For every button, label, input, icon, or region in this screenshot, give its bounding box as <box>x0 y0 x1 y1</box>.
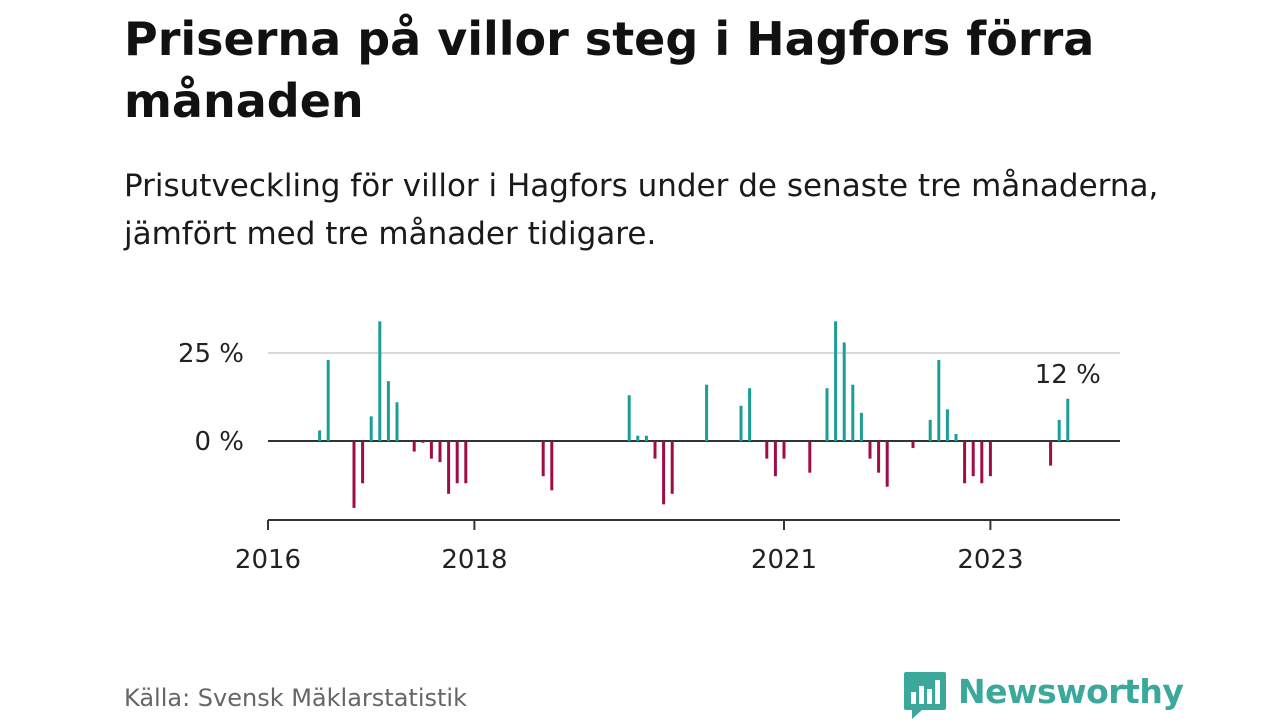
bar <box>851 384 855 441</box>
bar <box>438 441 442 463</box>
newsworthy-logo-text: Newsworthy <box>958 672 1184 711</box>
bar <box>782 441 786 459</box>
bar <box>928 419 932 441</box>
bar <box>361 441 365 484</box>
last-value-label: 12 % <box>1035 360 1101 390</box>
bar <box>988 441 992 477</box>
x-axis: 2016 2018 2021 2023 <box>235 519 1120 575</box>
bar <box>421 441 425 443</box>
bar <box>945 409 949 441</box>
bar <box>937 360 941 441</box>
bar <box>859 412 863 441</box>
x-tick-label: 2021 <box>751 545 817 575</box>
bar <box>318 430 322 441</box>
newsworthy-logo: Newsworthy <box>902 670 1184 720</box>
bar <box>971 441 975 477</box>
bar <box>825 388 829 441</box>
chart-subtitle: Prisutveckling för villor i Hagfors unde… <box>124 168 1159 252</box>
y-tick-label: 0 % <box>194 427 244 457</box>
bar <box>326 360 330 441</box>
bar <box>1057 419 1061 441</box>
bar <box>412 441 416 452</box>
bar <box>395 402 399 441</box>
bar <box>748 388 752 441</box>
bar <box>877 441 881 473</box>
bar <box>662 441 666 505</box>
bar <box>834 321 838 441</box>
bar <box>954 433 958 441</box>
source-note: Källa: Svensk Mäklarstatistik <box>124 684 467 712</box>
bar <box>541 441 545 477</box>
bar <box>885 441 889 487</box>
bar <box>739 405 743 441</box>
x-tick-label: 2016 <box>235 545 301 575</box>
newsworthy-logo-icon <box>904 672 946 719</box>
bar <box>980 441 984 484</box>
bar <box>352 441 356 508</box>
bar <box>447 441 451 494</box>
bar <box>636 435 640 441</box>
bar <box>773 441 777 477</box>
bar <box>1049 441 1053 466</box>
x-tick-label: 2023 <box>957 545 1023 575</box>
bar <box>705 384 709 441</box>
x-tick-label: 2018 <box>441 545 507 575</box>
bar <box>1066 398 1070 441</box>
bar <box>765 441 769 459</box>
bars-layer <box>318 321 1070 508</box>
bar <box>808 441 812 473</box>
bar <box>627 395 631 441</box>
grid-layer: 0 % 25 % <box>178 339 1120 457</box>
chart-title: Priserna på villor steg i Hagfors förra … <box>124 12 1095 128</box>
bar <box>653 441 657 459</box>
bar <box>868 441 872 459</box>
bar <box>429 441 433 459</box>
bar <box>670 441 674 494</box>
bar <box>963 441 967 484</box>
bar <box>550 441 554 491</box>
bar <box>842 342 846 441</box>
bar <box>911 441 915 449</box>
bar <box>455 441 459 484</box>
bar <box>644 435 648 441</box>
bar <box>464 441 468 484</box>
bar <box>386 381 390 441</box>
bar <box>369 416 373 441</box>
bar-chart: 0 % 25 % 2016 2018 2021 2023 12 % <box>178 321 1120 575</box>
y-tick-label: 25 % <box>178 339 244 369</box>
bar <box>378 321 382 441</box>
